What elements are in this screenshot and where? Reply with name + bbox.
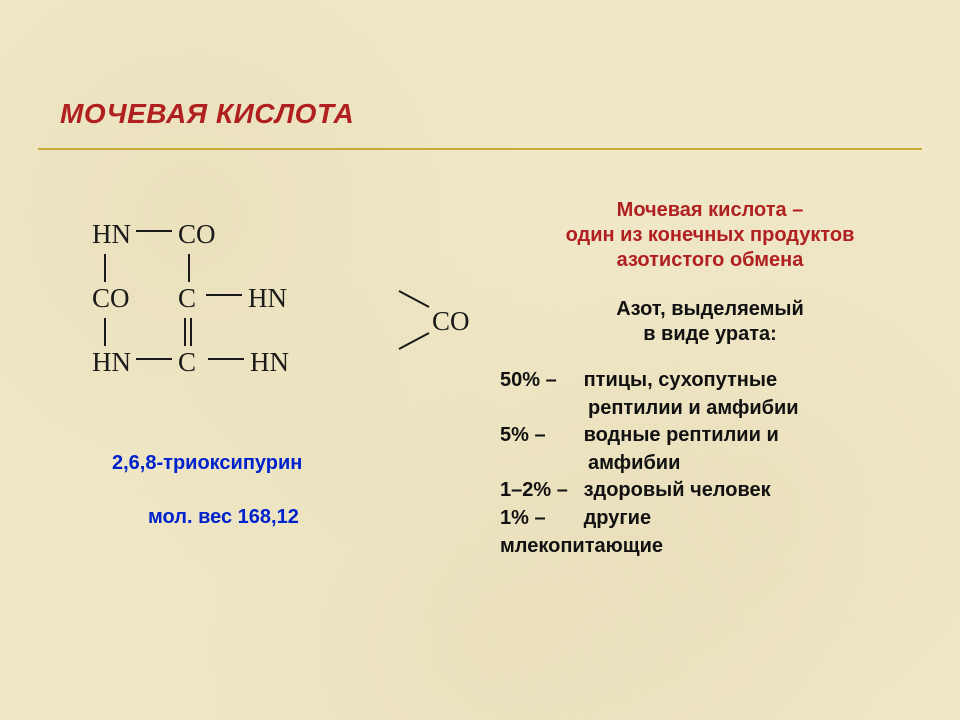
atom: HN [248, 285, 292, 312]
atom: CO [92, 285, 134, 312]
text-line: азотистого обмена [500, 248, 920, 273]
double-bond-icon [184, 318, 192, 346]
bond-icon [104, 254, 106, 282]
item-text: птицы, сухопутные [584, 369, 778, 391]
item-continuation: амфибии [500, 450, 920, 478]
percent-label: 1% – [500, 505, 578, 533]
bond-icon [188, 254, 190, 282]
list-item: 1% – другие [500, 505, 920, 533]
percentage-list: 50% – птицы, сухопутные рептилии и амфиб… [500, 367, 920, 560]
list-item: 5% – водные рептилии и [500, 422, 920, 450]
atom: CO [178, 221, 220, 248]
structural-formula: HN CO CO C HN HN C HN CO [92, 218, 294, 378]
bond-icon [399, 332, 430, 350]
text-line: Мочевая кислота – [500, 198, 920, 223]
percent-label: 5% – [500, 422, 578, 450]
item-continuation: млекопитающие [500, 533, 920, 561]
atom: C [178, 349, 198, 376]
percent-label: 50% – [500, 367, 578, 395]
title-underline [38, 148, 922, 150]
text-line: в виде урата: [500, 322, 920, 347]
list-item: 50% – птицы, сухопутные [500, 367, 920, 395]
bond-icon [136, 230, 172, 232]
description-heading: Мочевая кислота – один из конечных проду… [500, 198, 920, 273]
description-subheading: Азот, выделяемый в виде урата: [500, 297, 920, 347]
text-line: один из конечных продуктов [500, 223, 920, 248]
atom: HN [250, 349, 294, 376]
atom: CO [432, 308, 470, 335]
bond-icon [208, 358, 244, 360]
percent-label: 1–2% – [500, 477, 578, 505]
item-continuation: рептилии и амфибии [500, 395, 920, 423]
molecular-weight: мол. вес 168,12 [148, 506, 299, 529]
description-column: Мочевая кислота – один из конечных проду… [500, 198, 920, 560]
bond-icon [136, 358, 172, 360]
list-item: 1–2% – здоровый человек [500, 477, 920, 505]
item-text: другие [584, 507, 652, 529]
atom: HN [92, 349, 136, 376]
bond-icon [206, 294, 242, 296]
atom: HN [92, 221, 136, 248]
formula-name: 2,6,8-триоксипурин [112, 452, 302, 475]
slide-title: МОЧЕВАЯ КИСЛОТА [60, 98, 354, 130]
item-text: водные рептилии и [584, 424, 779, 446]
bond-icon [399, 290, 430, 308]
text-line: Азот, выделяемый [500, 297, 920, 322]
atom: C [178, 285, 198, 312]
item-text: здоровый человек [584, 479, 771, 501]
bond-icon [104, 318, 106, 346]
